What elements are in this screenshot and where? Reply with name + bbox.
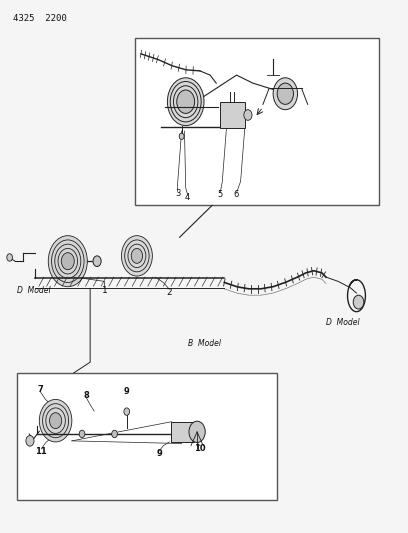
Text: 3: 3 <box>175 189 180 198</box>
Circle shape <box>49 413 62 429</box>
Circle shape <box>179 133 184 140</box>
Circle shape <box>177 90 195 114</box>
Circle shape <box>277 83 293 104</box>
Text: D  Model: D Model <box>326 318 359 327</box>
Circle shape <box>39 399 72 442</box>
Text: 9: 9 <box>156 449 162 458</box>
Circle shape <box>353 295 364 309</box>
Text: 4325  2200: 4325 2200 <box>13 14 67 23</box>
Circle shape <box>167 78 204 126</box>
Text: 6: 6 <box>234 190 239 199</box>
Text: 5: 5 <box>217 190 223 199</box>
Circle shape <box>79 430 85 438</box>
Circle shape <box>189 421 205 442</box>
Circle shape <box>273 78 297 110</box>
Circle shape <box>26 435 34 446</box>
Circle shape <box>61 253 74 270</box>
Text: 9: 9 <box>124 387 130 396</box>
Circle shape <box>124 408 130 415</box>
Circle shape <box>112 430 118 438</box>
Text: 11: 11 <box>35 447 47 456</box>
Text: 1: 1 <box>102 286 107 295</box>
Text: 8: 8 <box>83 391 89 400</box>
Circle shape <box>131 248 143 263</box>
Bar <box>17 373 277 500</box>
Text: 10: 10 <box>194 444 206 453</box>
Circle shape <box>244 110 252 120</box>
Text: D  Model: D Model <box>17 286 51 295</box>
Text: 7: 7 <box>38 385 43 394</box>
Circle shape <box>48 236 87 287</box>
Bar <box>135 38 379 205</box>
Circle shape <box>93 256 101 266</box>
Text: 2: 2 <box>166 287 172 296</box>
Bar <box>171 422 194 442</box>
Bar <box>220 102 245 128</box>
Circle shape <box>7 254 13 261</box>
Text: B  Model: B Model <box>188 339 221 348</box>
Circle shape <box>122 236 152 276</box>
Text: 4: 4 <box>185 193 191 202</box>
